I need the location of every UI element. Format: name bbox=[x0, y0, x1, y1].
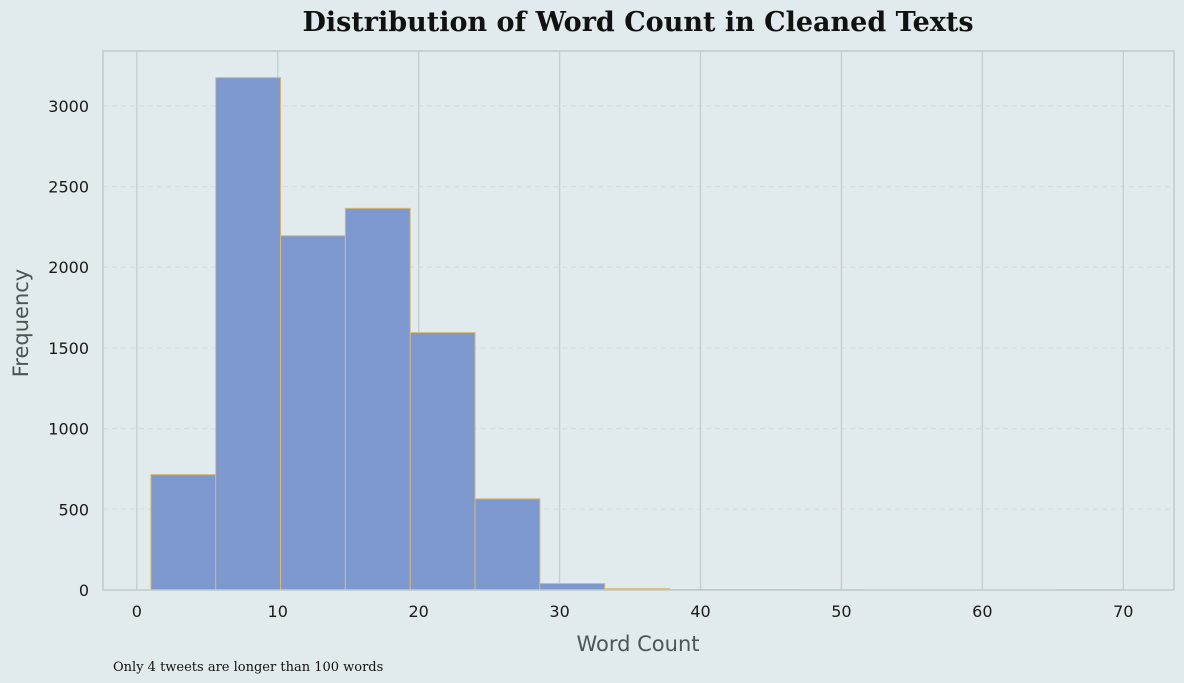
annotation-note: Only 4 tweets are longer than 100 words bbox=[113, 660, 383, 675]
histogram-bar bbox=[280, 235, 346, 591]
histogram-bar bbox=[215, 77, 282, 591]
histogram-bar bbox=[539, 583, 606, 591]
x-tick-label: 60 bbox=[972, 602, 992, 621]
histogram-bar bbox=[150, 474, 217, 591]
y-tick-label: 2000 bbox=[48, 258, 89, 277]
plot-area-frame bbox=[102, 50, 1175, 591]
chart-title: Distribution of Word Count in Cleaned Te… bbox=[302, 7, 973, 38]
histogram-bar bbox=[409, 332, 476, 591]
y-tick-label: 1500 bbox=[48, 339, 89, 358]
x-axis-label: Word Count bbox=[576, 632, 699, 656]
x-tick-label: 40 bbox=[690, 602, 710, 621]
y-axis-ticks: 0 500 1000 1500 2000 2500 3000 bbox=[48, 97, 89, 600]
x-tick-label: 30 bbox=[549, 602, 569, 621]
x-tick-label: 0 bbox=[132, 602, 142, 621]
x-tick-label: 50 bbox=[831, 602, 851, 621]
y-tick-label: 2500 bbox=[48, 178, 89, 197]
y-tick-label: 3000 bbox=[48, 97, 89, 116]
x-axis-ticks: 0 10 20 30 40 50 60 70 bbox=[132, 602, 1134, 621]
x-tick-label: 20 bbox=[408, 602, 428, 621]
y-tick-label: 0 bbox=[79, 581, 89, 600]
y-axis-label: Frequency bbox=[9, 269, 33, 378]
x-tick-label: 10 bbox=[268, 602, 288, 621]
histogram-bars bbox=[150, 77, 1124, 591]
y-tick-label: 1000 bbox=[48, 420, 89, 439]
x-tick-label: 70 bbox=[1113, 602, 1133, 621]
y-tick-label: 500 bbox=[58, 500, 89, 519]
histogram-bar bbox=[474, 498, 541, 591]
histogram-bar bbox=[344, 207, 411, 591]
